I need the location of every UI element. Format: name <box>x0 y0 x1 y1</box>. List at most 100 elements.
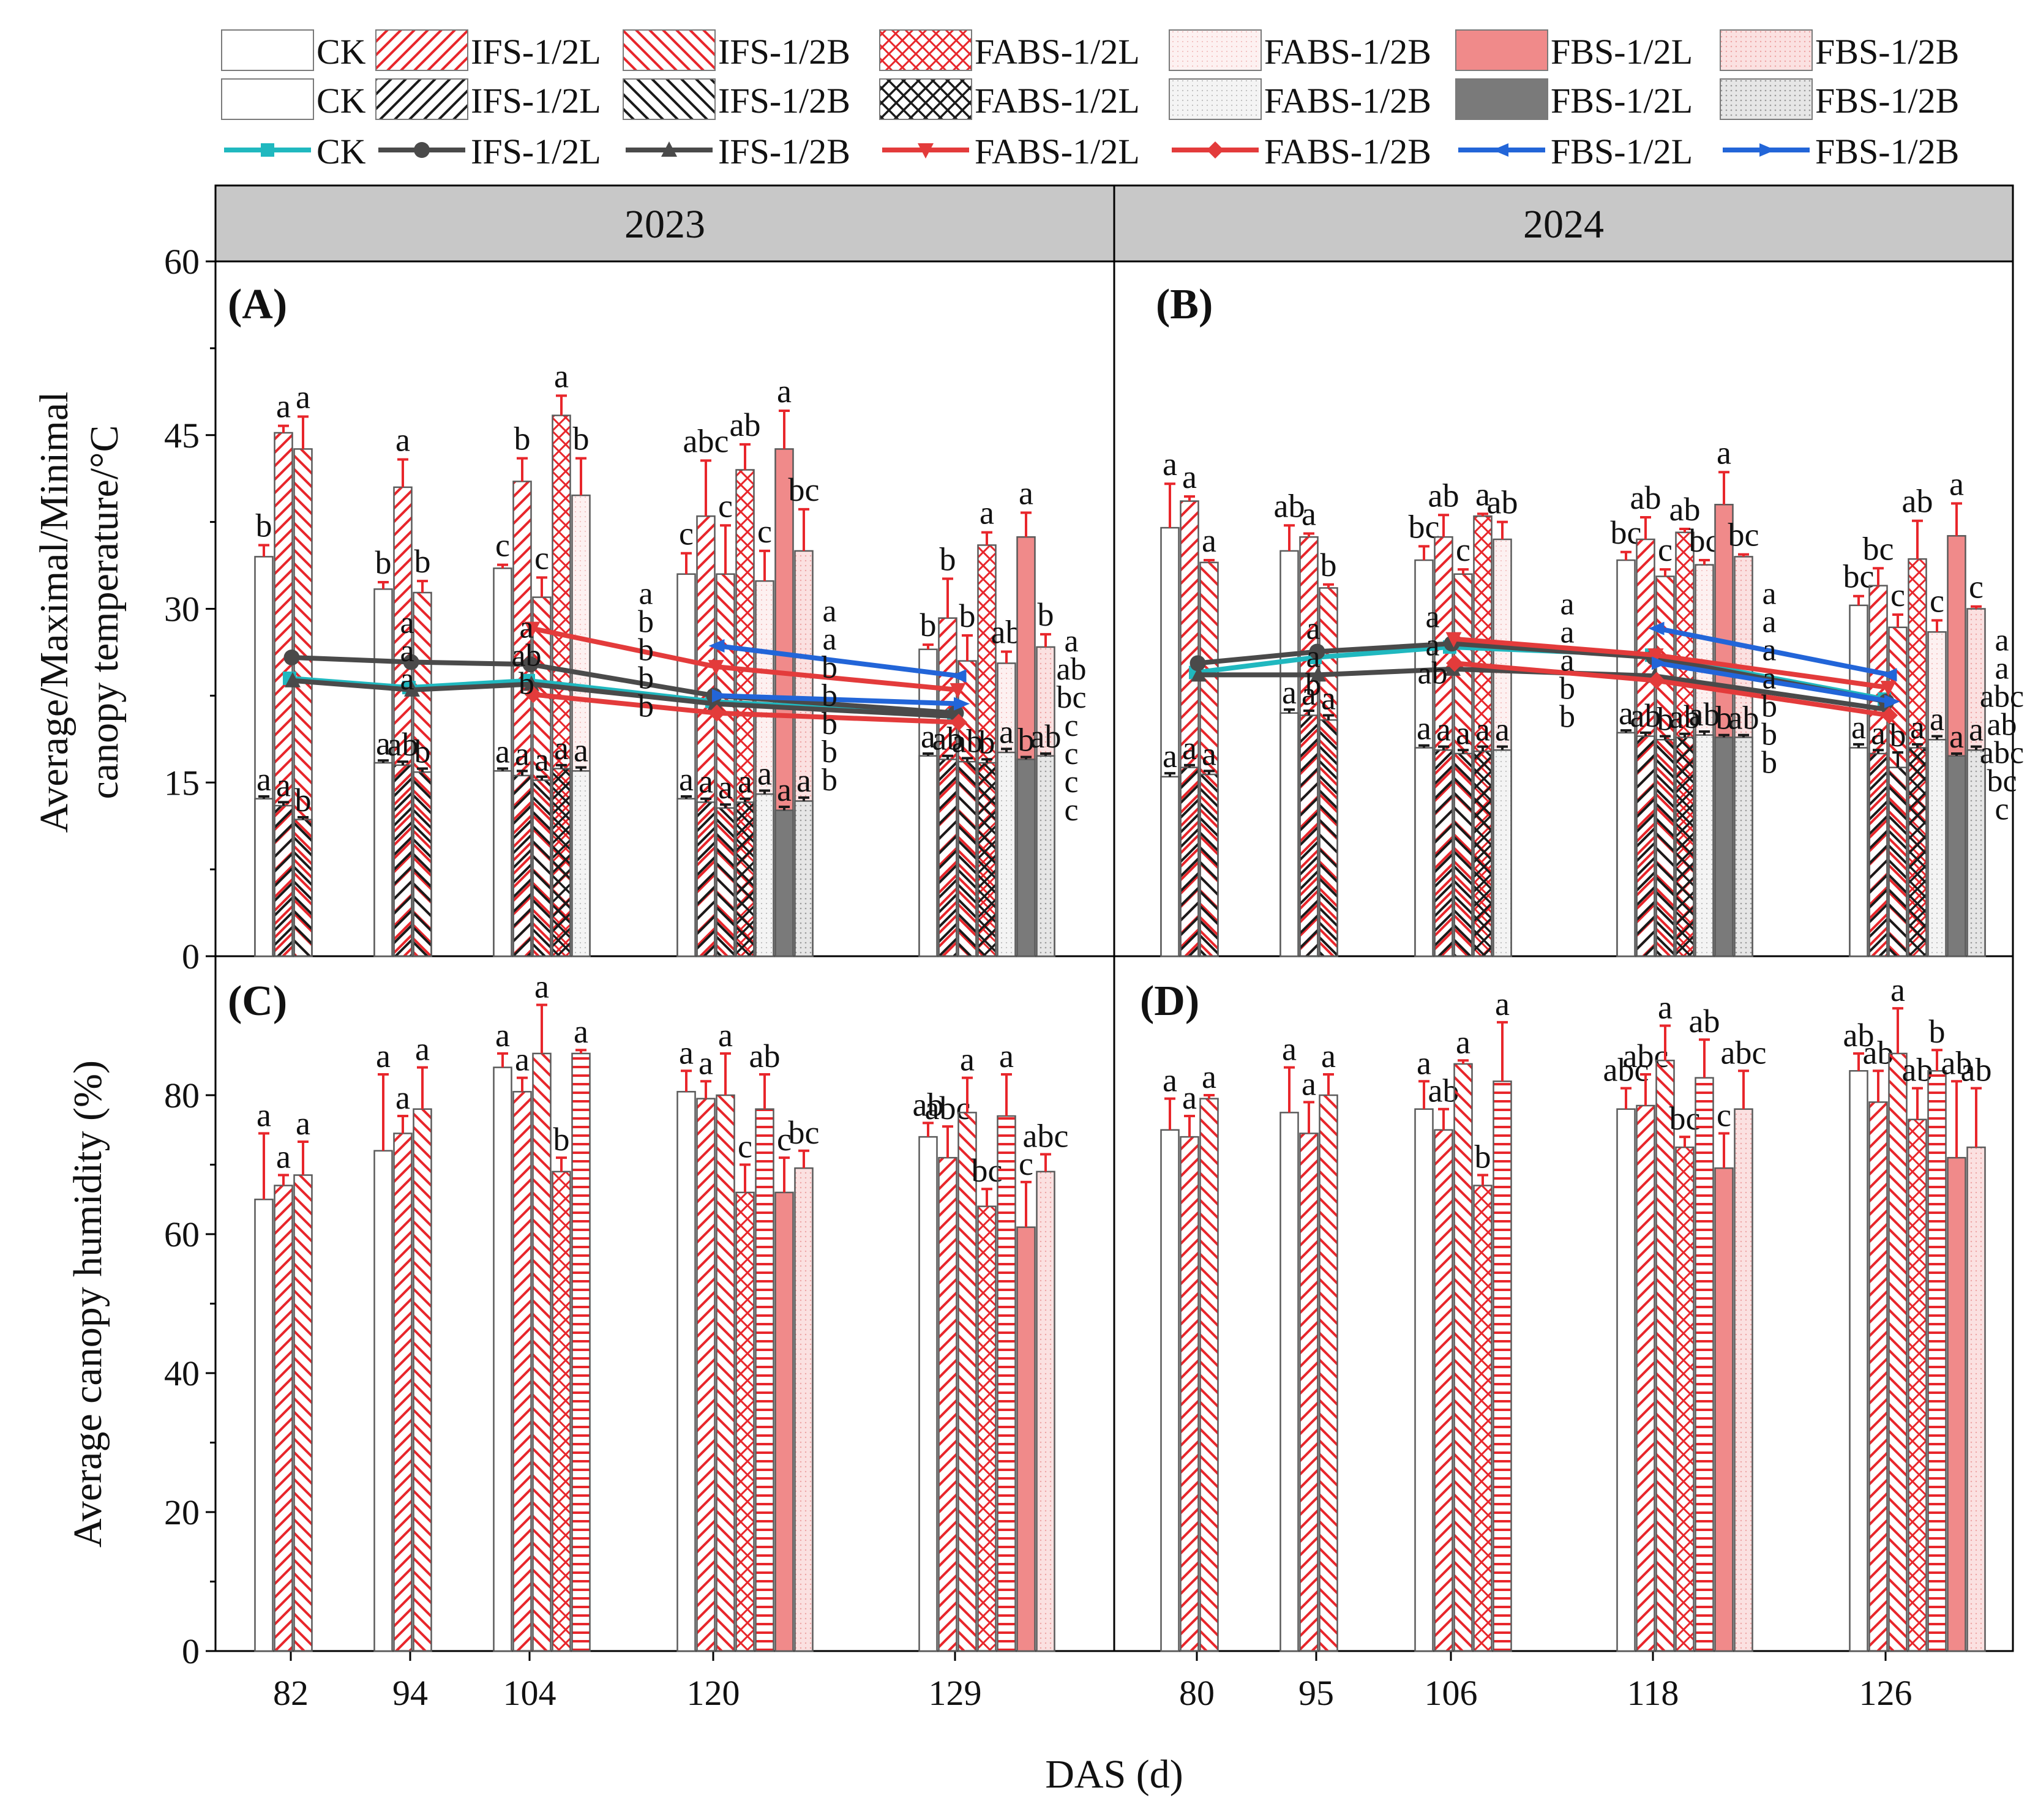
humidity-bar-ifs-1-2b <box>957 1112 977 1652</box>
max-letter-ck: a <box>1163 446 1177 482</box>
avg-marker-fabs-1-2b <box>525 686 542 703</box>
min-letter-fabs-1-2b: a <box>757 755 772 792</box>
avg-letter-ck: a <box>1762 605 1776 640</box>
avg-marker-fbs-1-2l <box>1648 621 1665 635</box>
max-letter-fabs-1-2l: ab <box>1669 491 1701 528</box>
avg-letter-fbs-1-2b: abc <box>1980 735 2024 770</box>
humidity-bar-ck <box>493 1066 512 1652</box>
min-letter-ifs-1-2l: ab <box>1630 697 1661 734</box>
min-bar-ck <box>918 755 938 957</box>
humidity-letter-fabs-1-2b: a <box>1495 986 1510 1022</box>
humidity-bar-fbs-1-2b <box>1734 1108 1753 1652</box>
min-bar-fbs-1-2l <box>1714 736 1734 957</box>
avg-letter-fabs-1-2l: a <box>1995 651 2009 686</box>
humidity-letter-ck: a <box>495 1017 510 1054</box>
avg-marker-ifs-1-2l <box>1189 655 1206 672</box>
min-bar-fabs-1-2b <box>997 751 1016 957</box>
min-bar-fabs-1-2b <box>755 793 774 957</box>
legend-min-bar-fabs-1-2l-label: FABS-1/2L <box>975 81 1140 121</box>
avg-letter-fbs-1-2l: a <box>1762 577 1776 612</box>
min-letter-fbs-1-2l: a <box>777 771 792 808</box>
humidity-bar-ifs-1-2b <box>1453 1063 1473 1652</box>
humidity-letter-ifs-1-2b: a <box>1658 989 1673 1026</box>
max-letter-fabs-1-2b: b <box>573 421 590 457</box>
max-letter-fabs-1-2l: a <box>554 358 569 394</box>
avg-letter-ifs-1-2l: c <box>1064 708 1078 743</box>
avg-marker-ifs-1-2l <box>522 656 539 673</box>
avg-marker-ifs-1-2b <box>1310 666 1326 682</box>
max-letter-ifs-1-2b: a <box>1202 522 1216 559</box>
avg-letter-ifs-1-2b: b <box>638 661 654 696</box>
legend-max-bar-ifs-1-2l-swatch <box>375 29 468 71</box>
min-bar-ifs-1-2b <box>532 779 552 957</box>
avg-letter-fabs-1-2l: a <box>1762 633 1776 668</box>
min-letter-ifs-1-2b: b <box>1657 701 1674 738</box>
humidity-letter-fabs-1-2b: a <box>574 1013 588 1050</box>
min-bar-ck <box>1160 776 1180 957</box>
humidity-bar-fabs-1-2l <box>735 1191 755 1652</box>
humidity-letter-ck: a <box>679 1034 694 1071</box>
x-tick-label-C: 94 <box>392 1673 428 1713</box>
strip-label-2024: 2024 <box>1523 202 1604 247</box>
min-bar-fabs-1-2l <box>1473 750 1493 957</box>
avg-marker-fabs-1-2b <box>708 704 725 722</box>
humidity-letter-fbs-1-2l: c <box>777 1121 792 1158</box>
humidity-bar-fabs-1-2b <box>997 1115 1016 1652</box>
min-letter-fabs-1-2b: ab <box>1689 696 1720 733</box>
avg-marker-ifs-1-2l <box>283 649 300 665</box>
avg-letter-fbs-1-2l: a <box>1064 624 1078 659</box>
legend-avg-line-ck-label: CK <box>317 132 366 171</box>
x-tick-label-D: 106 <box>1425 1673 1478 1713</box>
avg-marker-fbs-1-2l <box>1881 668 1897 682</box>
y-tick-label-C: 80 <box>164 1076 200 1115</box>
min-letter-ifs-1-2l: a <box>276 766 291 803</box>
y-tick-label-C: 40 <box>164 1354 200 1393</box>
min-bar-ck <box>1616 732 1636 957</box>
x-axis-title: DAS (d) <box>1045 1752 1183 1797</box>
humidity-bar-fabs-1-2l <box>1908 1118 1927 1652</box>
humidity-bar-ifs-1-2b <box>532 1052 552 1652</box>
max-letter-ifs-1-2l: a <box>395 421 410 458</box>
min-bar-ifs-1-2l <box>696 801 716 957</box>
humidity-letter-ifs-1-2l: a <box>395 1079 410 1116</box>
avg-letter-ifs-1-2l: a <box>1762 661 1776 696</box>
legend-avg-line-ifs-1-2l-label: IFS-1/2L <box>471 132 601 171</box>
avg-marker-fabs-1-2l <box>524 621 541 637</box>
humidity-letter-fbs-1-2b: bc <box>789 1114 820 1151</box>
humidity-letter-ifs-1-2b: a <box>960 1041 975 1078</box>
humidity-letter-ifs-1-2l: a <box>515 1041 530 1078</box>
max-letter-ifs-1-2b: a <box>296 378 310 415</box>
max-letter-fabs-1-2b: c <box>757 513 772 550</box>
min-bar-ifs-1-2l <box>274 804 293 957</box>
avg-marker-fbs-1-2l <box>950 669 967 683</box>
avg-letter-fbs-1-2b: b <box>1761 689 1777 724</box>
humidity-bar-fabs-1-2b <box>1493 1080 1512 1652</box>
humidity-bar-fbs-1-2l <box>1016 1226 1036 1652</box>
avg-letter-fabs-1-2l: a <box>1560 587 1574 622</box>
max-letter-fabs-1-2l: a <box>1475 476 1490 512</box>
avg-letter-ck: abc <box>1980 679 2024 714</box>
avg-letter-ck: a <box>1425 627 1439 662</box>
humidity-bar-ifs-1-2l <box>1636 1104 1655 1652</box>
humidity-bar-ifs-1-2b <box>1888 1052 1908 1652</box>
avg-letter-fabs-1-2b: b <box>1559 672 1575 706</box>
avg-letter-ck: ab <box>511 638 541 673</box>
humidity-letter-fabs-1-2l: b <box>553 1121 570 1158</box>
avg-letter-ifs-1-2b: bc <box>1987 763 2017 798</box>
min-letter-ifs-1-2l: a <box>699 763 713 800</box>
humidity-bar-ck <box>1616 1108 1636 1652</box>
avg-letter-fabs-1-2l: a <box>822 622 836 657</box>
humidity-letter-fbs-1-2l: c <box>1717 1096 1731 1133</box>
max-letter-fabs-1-2l: ab <box>1902 483 1933 520</box>
max-letter-fabs-1-2l: ab <box>730 406 761 443</box>
min-bar-fbs-1-2b <box>794 800 814 957</box>
avg-line-fbs-1-2b <box>1658 661 1892 704</box>
avg-letter-ifs-1-2l: ab <box>1987 707 2017 742</box>
humidity-bar-fbs-1-2b <box>794 1167 814 1652</box>
humidity-bar-fabs-1-2l <box>977 1205 997 1652</box>
legend-min-bar-fabs-1-2b-label: FABS-1/2B <box>1264 81 1431 121</box>
avg-letter-ck: c <box>1064 736 1078 771</box>
humidity-letter-fbs-1-2l: c <box>1019 1145 1033 1182</box>
legend-avg-line-fbs-1-2b-marker <box>1759 143 1775 157</box>
